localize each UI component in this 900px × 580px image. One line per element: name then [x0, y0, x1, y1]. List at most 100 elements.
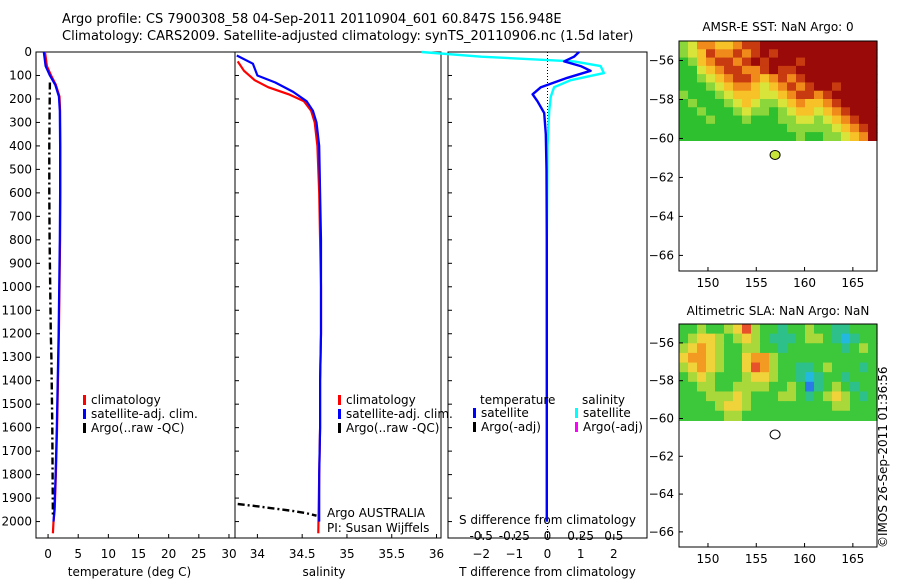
heat-cell	[823, 82, 833, 92]
heat-cell	[868, 324, 878, 335]
heat-cell	[868, 410, 878, 421]
heat-cell	[832, 372, 842, 383]
heat-cell	[733, 381, 743, 393]
temperature-axes	[35, 51, 236, 539]
heat-cell	[724, 74, 734, 84]
heat-cell	[805, 115, 815, 125]
map-axes	[678, 40, 878, 272]
map-title: Altimetric SLA: NaN Argo: NaN	[687, 304, 870, 318]
heat-cell	[742, 49, 752, 59]
heat-cell	[823, 74, 833, 84]
heat-cell	[688, 49, 698, 59]
heat-cell	[868, 132, 878, 141]
heat-cell	[787, 49, 797, 59]
heat-cell	[706, 74, 716, 84]
heat-cell	[814, 115, 824, 125]
heat-cell	[706, 115, 716, 125]
heat-cell	[742, 362, 752, 373]
annotation-pi: PI: Susan Wijffels	[327, 521, 429, 535]
heat-cell	[688, 410, 698, 421]
legend-swatch	[473, 408, 476, 418]
heat-cell	[769, 343, 779, 354]
heat-cell	[859, 123, 869, 133]
heat-cell	[823, 391, 833, 402]
heat-cell	[715, 41, 725, 50]
heat-cell	[823, 132, 833, 141]
heat-cell	[724, 115, 734, 125]
x-tick-label: −2	[472, 547, 490, 561]
heat-cell	[787, 381, 797, 393]
argo-position-marker	[769, 429, 781, 440]
x-tick-label: 36	[429, 547, 444, 561]
heat-cell	[697, 115, 707, 125]
heat-cell	[724, 381, 734, 393]
legend-swatch	[338, 395, 341, 405]
heat-cell	[841, 343, 851, 354]
heat-cell	[760, 57, 770, 67]
heat-cell	[706, 65, 716, 75]
heat-cell	[751, 372, 761, 383]
heat-cell	[796, 352, 806, 364]
heat-cell	[778, 41, 788, 50]
heat-cell	[688, 401, 698, 412]
heat-cell	[778, 65, 788, 75]
heat-cell	[715, 115, 725, 125]
legend-label: Argo(..raw -QC)	[91, 421, 184, 435]
heat-cell	[805, 410, 815, 421]
heat-cell	[859, 343, 869, 354]
heat-cell	[805, 352, 815, 364]
heat-cell	[724, 391, 734, 402]
heat-cell	[679, 372, 689, 383]
map-axes	[678, 323, 878, 548]
y-tick-label: −58	[649, 374, 674, 388]
x-axis-label: salinity	[302, 565, 345, 579]
heat-cell	[742, 132, 752, 141]
heat-cell	[733, 324, 743, 335]
x-tick-label: 5	[74, 547, 82, 561]
heat-cell	[769, 401, 779, 412]
heat-cell	[850, 381, 860, 393]
heat-cell	[769, 391, 779, 402]
heat-cell	[796, 410, 806, 421]
heat-cell	[796, 343, 806, 354]
heat-cell	[796, 57, 806, 67]
heat-cell	[733, 65, 743, 75]
heat-cell	[814, 82, 824, 92]
heat-cell	[760, 391, 770, 402]
heat-cell	[868, 401, 878, 412]
heat-cell	[832, 57, 842, 67]
heat-cell	[706, 352, 716, 364]
heat-cell	[868, 123, 878, 133]
heat-cell	[706, 324, 716, 335]
heat-cell	[778, 324, 788, 335]
heat-cell	[697, 391, 707, 402]
heat-cell	[841, 362, 851, 373]
heat-cell	[724, 123, 734, 133]
heat-cell	[679, 90, 689, 100]
heat-cell	[742, 352, 752, 364]
heat-cell	[859, 352, 869, 364]
heat-cell	[796, 74, 806, 84]
y-tick-label: −58	[649, 92, 674, 106]
heat-cell	[769, 98, 779, 108]
heat-cell	[868, 65, 878, 75]
heat-cell	[850, 410, 860, 421]
heat-cell	[805, 107, 815, 117]
heat-cell	[841, 410, 851, 421]
heat-cell	[814, 343, 824, 354]
heat-cell	[742, 401, 752, 412]
heat-cell	[814, 107, 824, 117]
heat-cell	[805, 65, 815, 75]
heat-cell	[679, 410, 689, 421]
heat-cell	[850, 391, 860, 402]
heat-cell	[751, 333, 761, 344]
heat-cell	[724, 82, 734, 92]
y-tick-label: −64	[649, 209, 674, 223]
heat-cell	[778, 74, 788, 84]
heat-cell	[751, 381, 761, 393]
heat-cell	[832, 115, 842, 125]
heat-cell	[697, 107, 707, 117]
heat-cell	[751, 115, 761, 125]
legend-label: satellite	[583, 406, 631, 420]
heat-cell	[868, 391, 878, 402]
